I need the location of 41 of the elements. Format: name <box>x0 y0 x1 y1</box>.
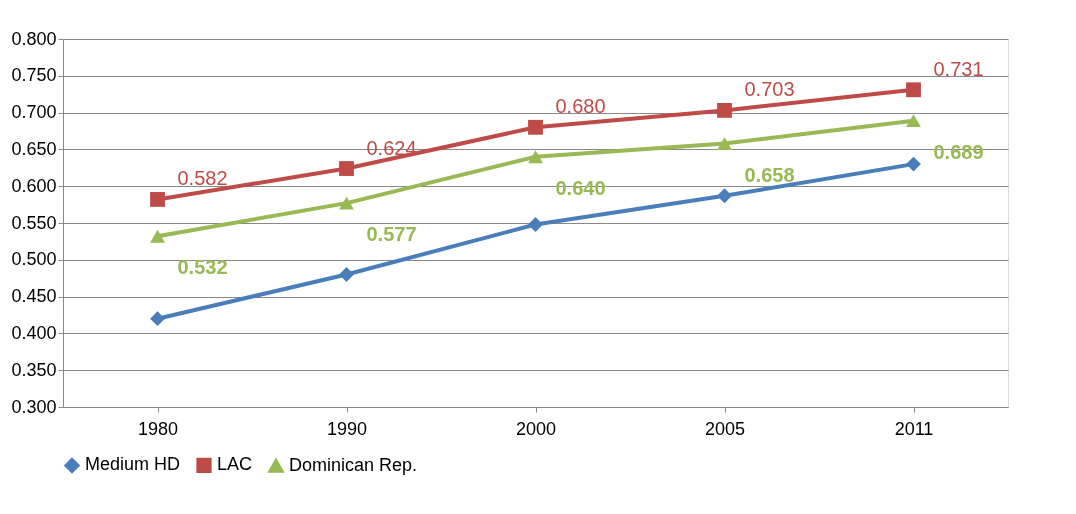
data-label: 0.532 <box>177 256 228 279</box>
y-tick-label: 0.400 <box>11 322 57 343</box>
data-label: 0.582 <box>177 167 228 190</box>
point <box>150 229 165 243</box>
y-tick-label: 0.700 <box>11 102 57 123</box>
point <box>906 114 921 128</box>
y-tick-label: 0.600 <box>11 175 57 196</box>
data-label: 0.680 <box>555 95 606 118</box>
point <box>339 267 354 282</box>
x-tick-label: 1980 <box>137 418 179 439</box>
x-tick-label: 2000 <box>515 418 557 439</box>
y-tick-label: 0.550 <box>11 212 57 233</box>
point <box>528 217 543 232</box>
x-tick-label: 1990 <box>326 418 368 439</box>
point <box>528 150 543 164</box>
data-label: 0.658 <box>744 163 795 186</box>
y-tick-label: 0.450 <box>11 286 57 307</box>
legend-label: Dominican Rep. <box>289 454 418 475</box>
y-tick-label: 0.300 <box>11 396 57 417</box>
data-label: 0.731 <box>933 57 984 80</box>
y-tick-label: 0.800 <box>11 28 57 49</box>
point <box>717 102 732 118</box>
point <box>717 188 732 204</box>
point <box>339 196 354 210</box>
data-label: 0.577 <box>366 223 417 246</box>
x-tick-label: 2005 <box>704 418 746 439</box>
point <box>906 156 921 172</box>
y-tick-label: 0.500 <box>11 249 57 270</box>
point <box>339 161 354 176</box>
legend-label: Medium HD <box>85 454 181 475</box>
point <box>150 311 165 327</box>
point <box>717 137 732 150</box>
point <box>906 82 921 98</box>
x-tick-label: 2011 <box>894 418 934 439</box>
y-tick-label: 0.350 <box>11 359 57 380</box>
data-label: 0.703 <box>744 78 795 101</box>
point <box>528 119 543 135</box>
legend-label: LAC <box>217 454 253 475</box>
point <box>150 192 165 207</box>
y-tick-label: 0.650 <box>11 138 57 159</box>
y-tick-label: 0.750 <box>11 65 57 86</box>
